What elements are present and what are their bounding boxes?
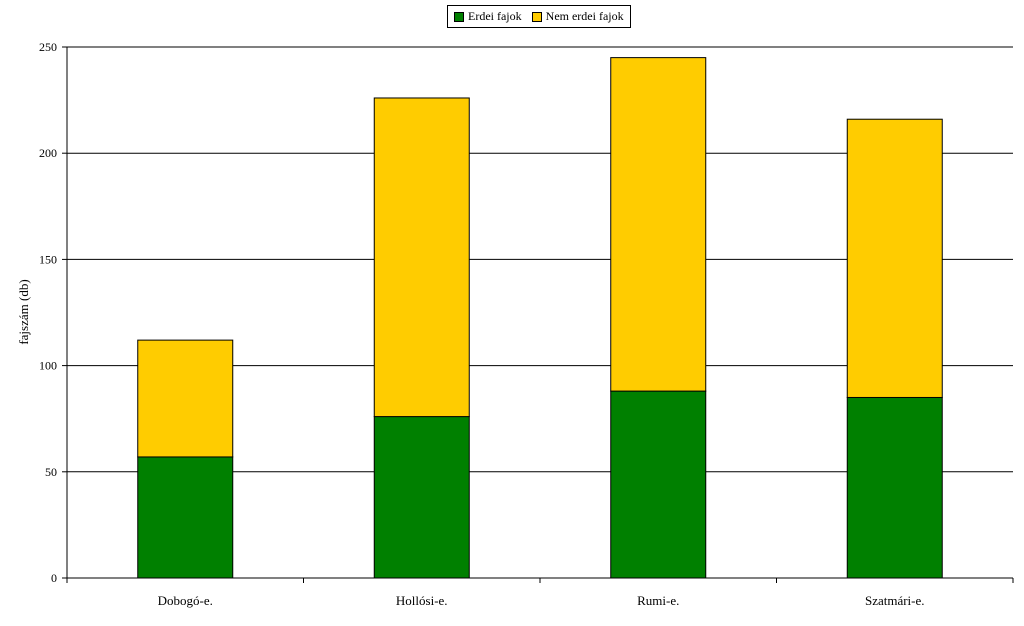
bar-erdei-3	[846, 396, 943, 579]
bar-erdei-0	[137, 456, 234, 579]
y-tick-label: 0	[51, 571, 57, 585]
y-axis-title: fajszám (db)	[16, 279, 31, 344]
bars	[137, 57, 943, 579]
x-tick-label: Szatmári-e.	[865, 593, 925, 608]
y-tick-label: 150	[39, 252, 57, 266]
y-tick-labels: 0 50 100 150 200 250	[39, 40, 57, 585]
y-tick-label: 100	[39, 359, 57, 373]
legend: Erdei fajok Nem erdei fajok	[447, 5, 631, 28]
bar-nem-erdei-0	[137, 339, 234, 458]
y-tick-label: 200	[39, 146, 57, 160]
axes	[62, 46, 1014, 583]
bar-erdei-1	[373, 416, 470, 579]
y-tick-label: 50	[45, 465, 57, 479]
legend-label-erdei: Erdei fajok	[468, 9, 522, 23]
x-tick-label: Dobogó-e.	[158, 593, 213, 608]
x-tick-label: Rumi-e.	[637, 593, 679, 608]
legend-swatch-erdei	[454, 11, 464, 22]
legend-item-erdei: Erdei fajok	[454, 9, 522, 24]
bar-nem-erdei-2	[610, 57, 707, 392]
y-tick-label: 250	[39, 40, 57, 54]
bar-erdei-2	[610, 390, 707, 579]
legend-swatch-nem-erdei	[531, 11, 542, 22]
bar-nem-erdei-3	[846, 118, 943, 398]
x-tick-label: Hollósi-e.	[396, 593, 448, 608]
legend-item-nem-erdei: Nem erdei fajok	[531, 9, 624, 24]
bar-nem-erdei-1	[373, 97, 470, 418]
x-tick-labels: Dobogó-e. Hollósi-e. Rumi-e. Szatmári-e.	[158, 593, 925, 608]
legend-label-nem-erdei: Nem erdei fajok	[545, 9, 624, 23]
